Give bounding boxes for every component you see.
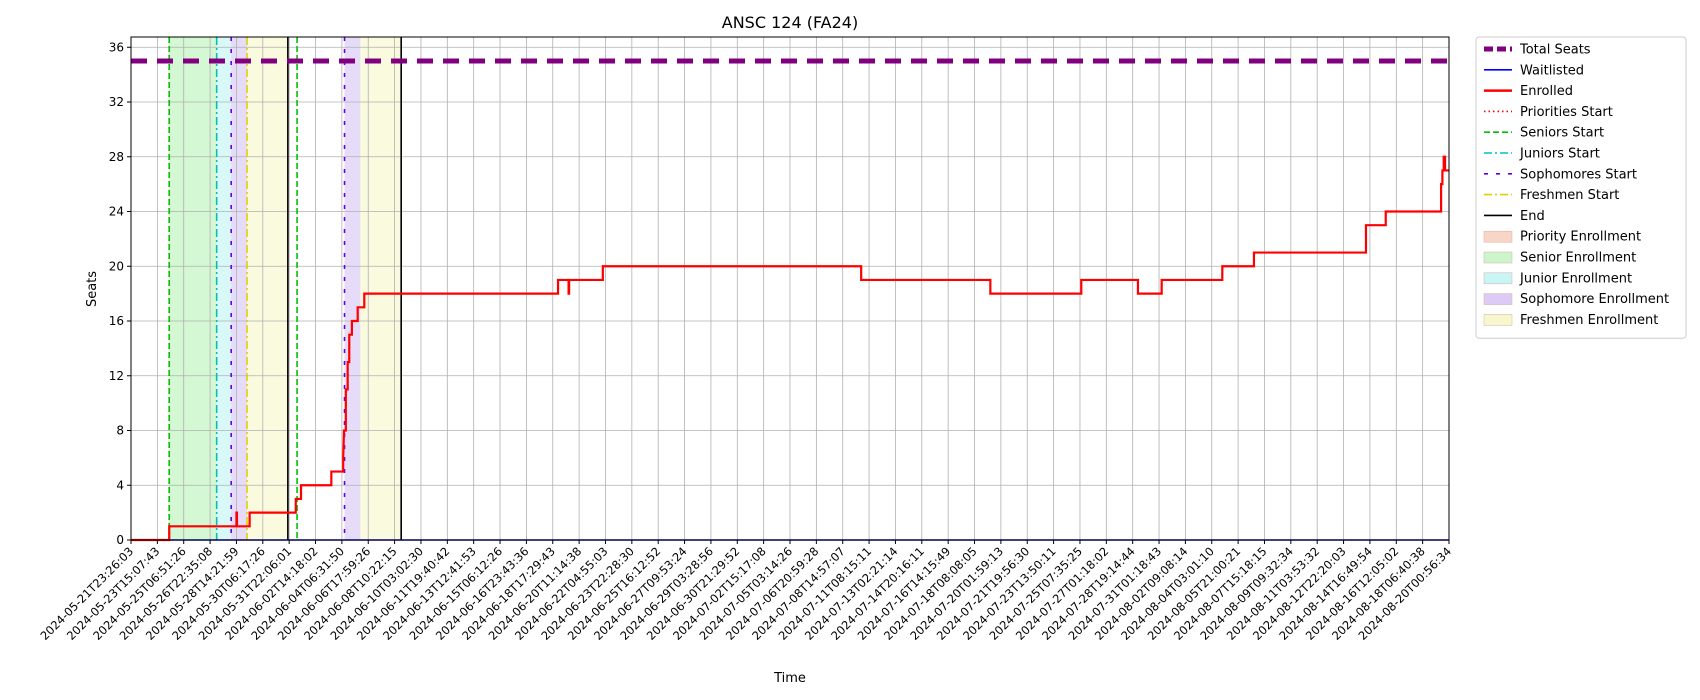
y-axis: 0 4 8 12 16 20 24 28 32 36: [109, 40, 131, 547]
legend-freshmen-start-label: Freshmen Start: [1520, 188, 1619, 203]
region-sophomore-enrollment-4: [344, 37, 361, 540]
phase-lines: [168, 37, 402, 540]
legend-priority-enrollment-label: Priority Enrollment: [1520, 230, 1641, 245]
x-axis-label: Time: [773, 671, 806, 686]
enrollment-regions: [169, 37, 402, 540]
region-sophomore-enrollment-2: [231, 37, 247, 540]
legend-junior-enrollment-label: Junior Enrollment: [1519, 271, 1632, 286]
region-senior-enrollment-0: [169, 37, 217, 540]
y-tick-label: 4: [116, 478, 124, 492]
legend-sophomores-start-label: Sophomores Start: [1520, 167, 1637, 182]
y-tick-label: 36: [109, 40, 124, 54]
legend-juniors-start-label: Juniors Start: [1519, 147, 1600, 162]
legend-total-seats-label: Total Seats: [1519, 43, 1591, 58]
region-freshmen-enrollment-3: [246, 37, 288, 540]
legend-box: [1475, 36, 1687, 339]
legend: Total Seats Waitlisted Enrolled Priorities …: [1475, 36, 1687, 339]
y-tick-label: 8: [116, 424, 124, 438]
legend-freshmen-enrollment-swatch: [1483, 314, 1513, 326]
region-freshmen-enrollment-5: [360, 37, 402, 540]
legend-sophomore-enrollment-swatch: [1483, 293, 1513, 305]
legend-senior-enrollment-swatch: [1483, 251, 1513, 264]
legend-freshmen-enrollment-label: Freshmen Enrollment: [1520, 313, 1658, 328]
legend-junior-enrollment-swatch: [1483, 272, 1513, 285]
grid: [130, 37, 1450, 541]
region-junior-enrollment-1: [216, 37, 232, 540]
y-tick-label: 32: [109, 95, 124, 109]
legend-seniors-start-label: Seniors Start: [1520, 126, 1604, 141]
y-tick-label: 16: [109, 314, 124, 328]
legend-priority-enrollment-swatch: [1483, 230, 1513, 243]
y-tick-label: 28: [109, 150, 124, 164]
x-axis: 2024-05-21T23:26:032024-05-23T15:07:4320…: [37, 540, 1454, 643]
legend-enrolled-label: Enrolled: [1520, 84, 1573, 99]
legend-waitlisted-label: Waitlisted: [1520, 63, 1584, 78]
legend-sophomore-enrollment-label: Sophomore Enrollment: [1520, 292, 1669, 307]
legend-senior-enrollment-label: Senior Enrollment: [1520, 251, 1636, 266]
y-tick-label: 12: [109, 369, 124, 383]
legend-priorities-start-label: Priorities Start: [1520, 105, 1613, 120]
y-axis-label: Seats: [85, 271, 100, 307]
series-enrolled: [131, 155, 1449, 542]
y-tick-label: 24: [109, 205, 124, 219]
legend-end-label: End: [1520, 209, 1545, 224]
chart-title: ANSC 124 (FA24): [722, 13, 858, 32]
y-tick-label: 20: [109, 259, 124, 273]
y-tick-label: 0: [116, 533, 124, 547]
